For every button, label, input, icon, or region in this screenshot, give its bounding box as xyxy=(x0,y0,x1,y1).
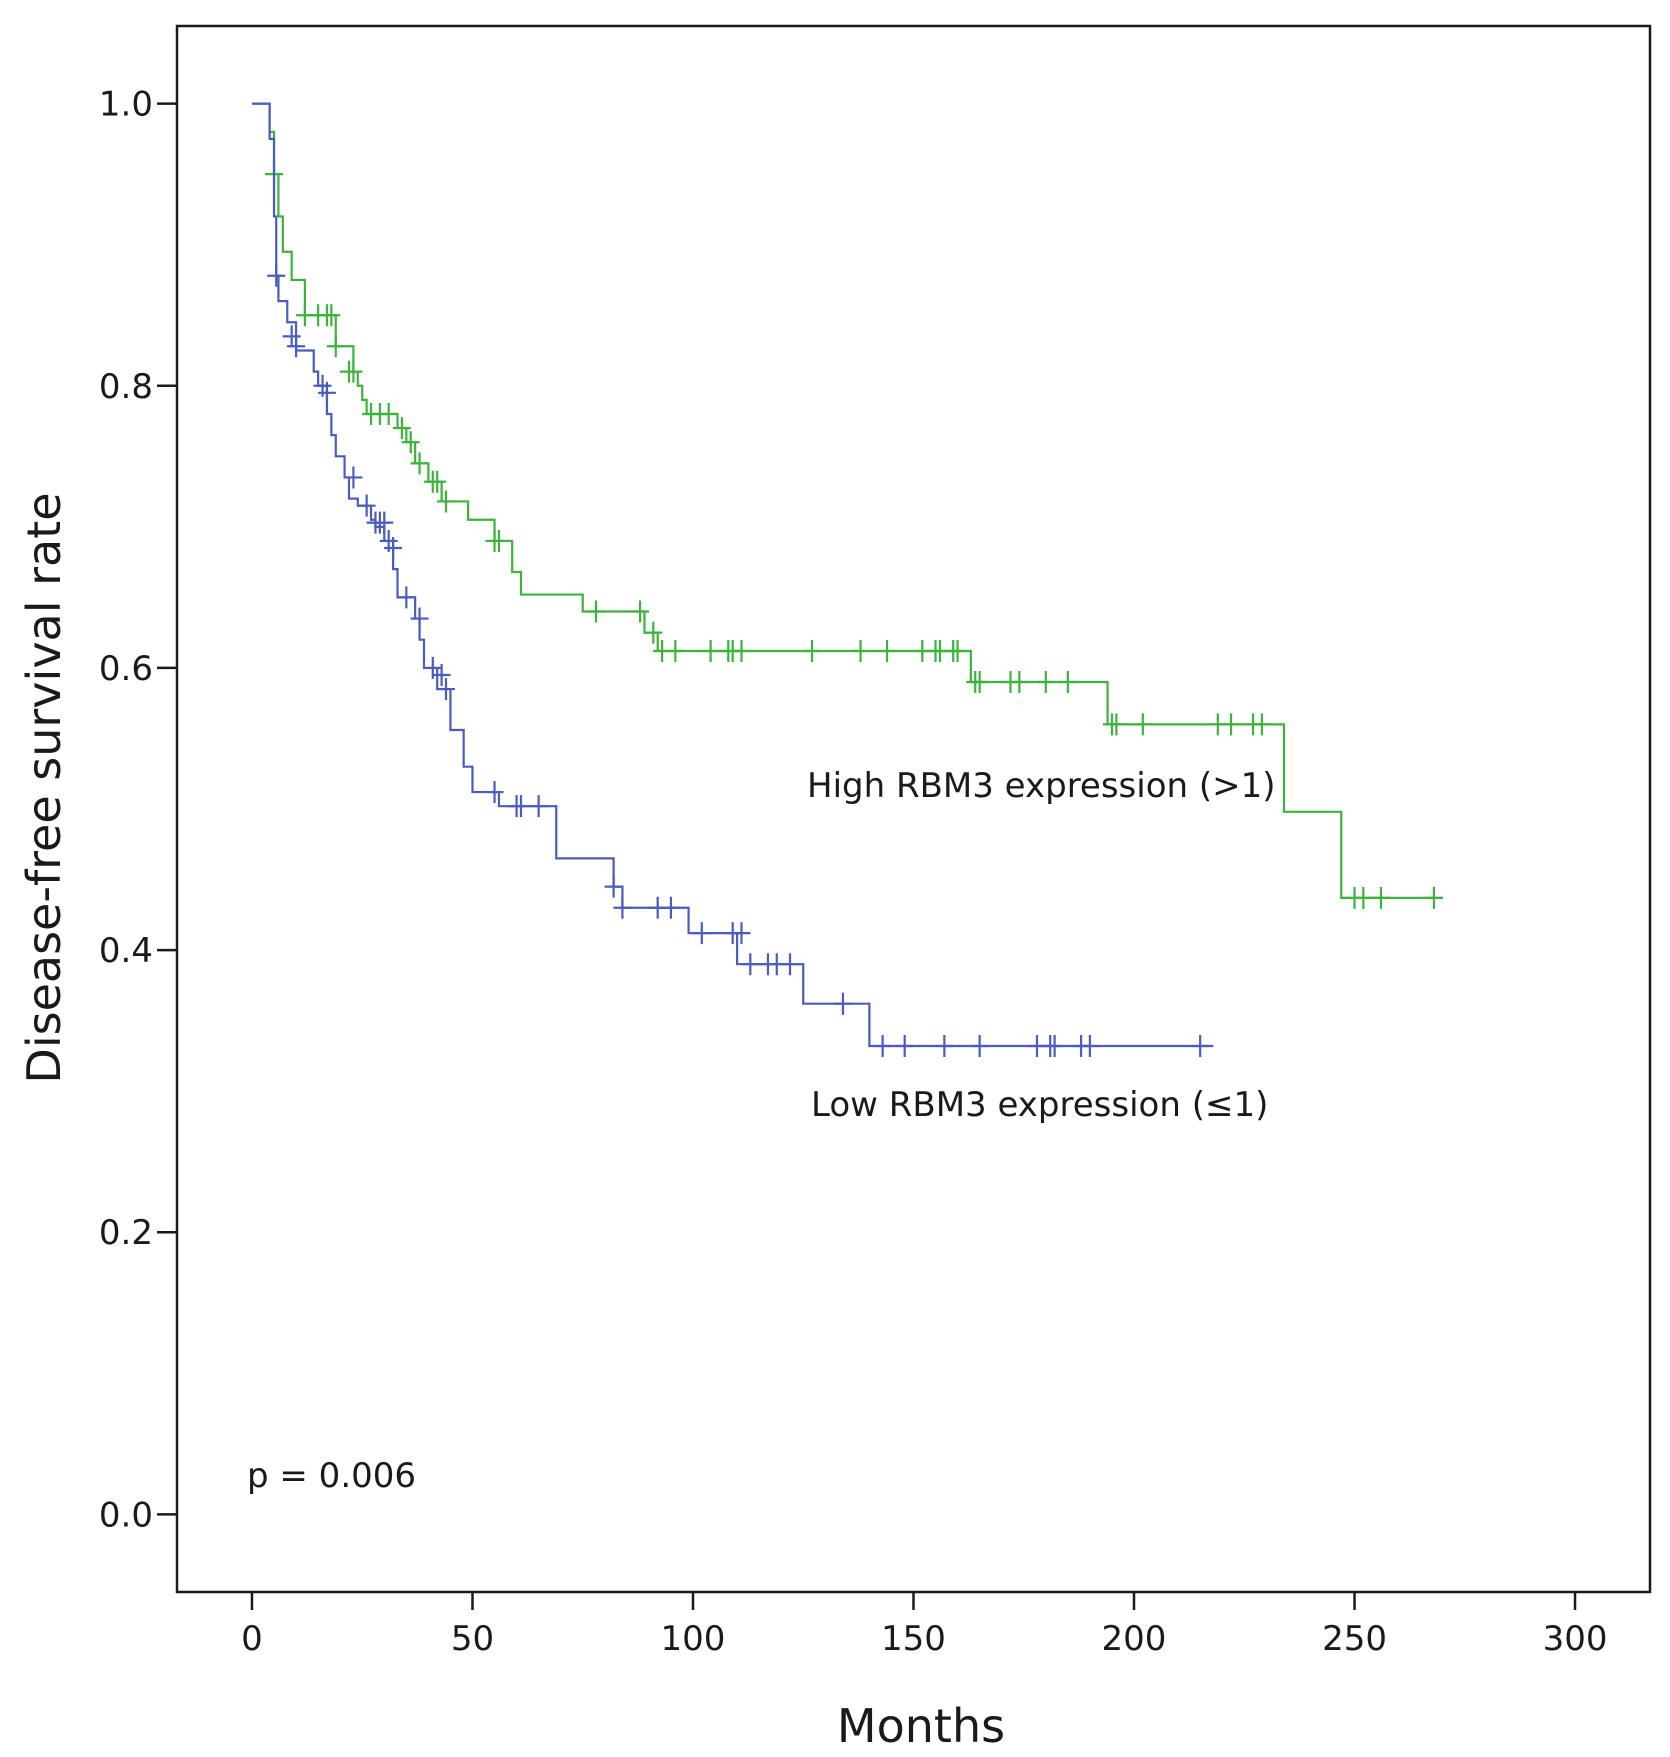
censor-mark xyxy=(613,896,632,919)
censor-mark xyxy=(935,1035,954,1058)
censor-mark xyxy=(326,335,345,358)
censor-mark xyxy=(1080,1035,1099,1058)
series-layer xyxy=(251,102,1443,1058)
y-tick-label: 0.6 xyxy=(99,649,153,689)
censor-mark xyxy=(1045,1035,1064,1058)
censor-mark xyxy=(948,639,967,662)
censor-mark xyxy=(1252,713,1271,736)
y-tick-label: 0.4 xyxy=(99,931,153,971)
censor-mark xyxy=(1036,671,1055,694)
censor-mark xyxy=(732,922,751,945)
censor-mark xyxy=(586,600,605,623)
censor-mark xyxy=(287,335,306,358)
censor-mark xyxy=(384,537,403,559)
censor-mark xyxy=(644,621,663,644)
censor-mark xyxy=(437,678,456,701)
censor-mark xyxy=(970,671,989,694)
censor-mark xyxy=(1354,886,1373,909)
censor-mark xyxy=(344,360,363,383)
censor-mark xyxy=(1010,671,1029,694)
censor-mark xyxy=(1107,713,1126,736)
x-tick-label: 250 xyxy=(1322,1619,1387,1659)
plot-frame xyxy=(175,24,1652,1594)
censor-mark xyxy=(428,470,447,493)
censor-mark xyxy=(781,953,800,976)
censor-mark xyxy=(701,639,720,662)
low-series-label: Low RBM3 expression (≤1) xyxy=(811,1085,1268,1125)
censor-mark xyxy=(1424,886,1443,909)
censor-mark xyxy=(1058,671,1077,694)
censor-mark xyxy=(732,639,751,662)
low-rbm3-series xyxy=(251,102,1214,1058)
y-tick-label: 0.2 xyxy=(99,1213,153,1253)
y-tick-label: 0.8 xyxy=(99,367,153,407)
censor-mark xyxy=(895,1035,914,1058)
x-axis: 0 50 100 150 200 250 300 xyxy=(241,1592,1607,1659)
censor-mark xyxy=(432,663,451,686)
censor-mark xyxy=(833,992,852,1015)
censor-mark xyxy=(1133,713,1152,736)
x-tick-label: 50 xyxy=(451,1619,494,1659)
censor-mark xyxy=(741,953,760,976)
censor-mark xyxy=(851,639,870,662)
survival-step-line xyxy=(251,102,1443,899)
censor-mark xyxy=(666,639,685,662)
censor-mark xyxy=(631,600,650,623)
censor-mark xyxy=(1222,713,1241,736)
high-series-label: High RBM3 expression (>1) xyxy=(807,766,1276,806)
censor-mark xyxy=(410,452,429,475)
y-tick-label: 0.0 xyxy=(99,1495,153,1535)
censor-mark xyxy=(357,494,376,517)
x-tick-label: 0 xyxy=(241,1619,263,1659)
censor-mark xyxy=(317,381,336,404)
censor-mark xyxy=(970,1035,989,1058)
censor-mark xyxy=(282,325,301,348)
censor-mark xyxy=(529,795,548,818)
high-rbm3-series xyxy=(251,102,1443,909)
censor-mark xyxy=(344,466,363,489)
censor-mark xyxy=(401,431,420,454)
censor-mark xyxy=(692,922,711,945)
censor-mark xyxy=(322,304,341,327)
censor-mark xyxy=(485,781,504,804)
y-tick-label: 1.0 xyxy=(99,85,153,125)
x-tick-label: 300 xyxy=(1543,1619,1608,1659)
x-tick-label: 200 xyxy=(1102,1619,1167,1659)
censor-mark xyxy=(873,1035,892,1058)
p-value-annotation: p = 0.006 xyxy=(247,1456,416,1496)
censor-mark xyxy=(375,511,394,534)
censor-mark xyxy=(410,607,429,630)
censor-mark xyxy=(392,417,411,440)
censor-mark xyxy=(437,490,456,513)
censor-mark xyxy=(661,896,680,919)
censor-mark xyxy=(489,529,508,552)
censor-mark xyxy=(1371,886,1390,909)
censor-mark xyxy=(604,875,623,898)
censor-mark xyxy=(803,639,822,662)
x-axis-title: Months xyxy=(837,1699,1005,1753)
censor-mark xyxy=(379,402,398,425)
x-tick-label: 150 xyxy=(881,1619,946,1659)
censor-mark xyxy=(878,639,897,662)
censor-mark xyxy=(267,264,286,287)
x-tick-label: 100 xyxy=(661,1619,726,1659)
censor-mark xyxy=(511,795,530,818)
censor-mark xyxy=(1191,1035,1210,1058)
censor-mark xyxy=(397,586,416,609)
y-axis: 0.0 0.2 0.4 0.6 0.8 1.0 xyxy=(99,85,177,1535)
y-axis-title: Disease-free survival rate xyxy=(17,492,71,1083)
